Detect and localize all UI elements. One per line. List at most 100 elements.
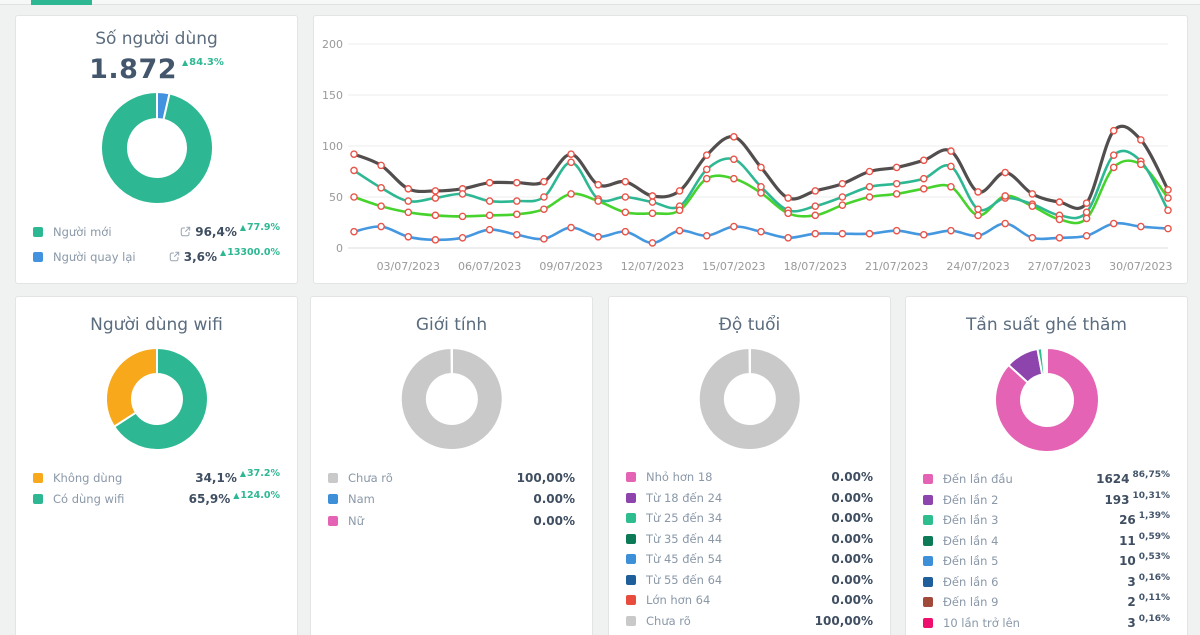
data-point-marker[interactable]: [540, 177, 548, 186]
data-point-marker[interactable]: [1082, 214, 1091, 223]
data-point-marker[interactable]: [974, 188, 982, 196]
data-point-marker[interactable]: [377, 202, 385, 210]
data-point-marker[interactable]: [1055, 233, 1064, 242]
data-point-marker[interactable]: [892, 163, 901, 172]
legend-item[interactable]: Người quay lại 3,6% ▲13300.0%: [16, 244, 297, 269]
legend-item[interactable]: Đến lần 9 2 0,11%: [906, 592, 1187, 613]
data-point-marker[interactable]: [540, 235, 548, 243]
donut-slice[interactable]: [399, 347, 504, 451]
donut-slice[interactable]: [112, 347, 209, 451]
data-point-marker[interactable]: [377, 222, 385, 231]
data-point-marker[interactable]: [865, 229, 874, 238]
data-point-marker[interactable]: [648, 192, 657, 200]
data-point-marker[interactable]: [404, 232, 413, 241]
data-point-marker[interactable]: [594, 232, 603, 241]
legend-item[interactable]: Nữ 0.00%: [311, 510, 592, 532]
data-point-marker[interactable]: [648, 198, 657, 206]
data-point-marker[interactable]: [920, 174, 928, 183]
data-point-marker[interactable]: [730, 222, 738, 231]
legend-item[interactable]: Nhỏ hơn 18 0.00%: [609, 467, 890, 488]
visits-line-chart[interactable]: 0 50 100 150 200 03/07/2023 06/07/2023 09/07/20…: [314, 16, 1187, 283]
data-point-marker[interactable]: [621, 227, 630, 236]
data-point-marker[interactable]: [404, 208, 413, 217]
data-point-marker[interactable]: [1028, 202, 1037, 210]
data-point-marker[interactable]: [702, 174, 711, 183]
data-point-marker[interactable]: [838, 179, 847, 188]
data-point-marker[interactable]: [730, 133, 738, 141]
data-point-marker[interactable]: [485, 225, 494, 234]
data-point-marker[interactable]: [1028, 233, 1037, 242]
legend-item[interactable]: Nam 0.00%: [311, 489, 592, 511]
legend-item[interactable]: Đến lần 6 3 0,16%: [906, 572, 1187, 593]
donut-slice[interactable]: [104, 347, 158, 428]
data-point-marker[interactable]: [974, 205, 982, 214]
data-point-marker[interactable]: [1164, 224, 1172, 233]
data-point-marker[interactable]: [947, 226, 955, 235]
legend-item[interactable]: Lớn hơn 64 0.00%: [609, 590, 890, 611]
legend-item[interactable]: Đến lần 5 10 0,53%: [906, 551, 1187, 572]
data-point-marker[interactable]: [920, 230, 928, 239]
legend-item[interactable]: Chưa rõ 100,00%: [609, 611, 890, 632]
data-point-marker[interactable]: [1082, 231, 1091, 240]
donut-slice[interactable]: [99, 91, 214, 205]
data-point-marker[interactable]: [1164, 194, 1172, 202]
data-point-marker[interactable]: [1055, 198, 1064, 206]
legend-item[interactable]: Từ 45 đến 54 0.00%: [609, 549, 890, 570]
data-point-marker[interactable]: [621, 193, 630, 201]
data-point-marker[interactable]: [1082, 208, 1091, 217]
data-point-marker[interactable]: [512, 197, 521, 205]
legend-item[interactable]: Từ 18 đến 24 0.00%: [609, 488, 890, 509]
data-point-marker[interactable]: [431, 236, 440, 244]
data-point-marker[interactable]: [1001, 219, 1010, 228]
data-point-marker[interactable]: [757, 227, 765, 236]
data-point-marker[interactable]: [431, 194, 440, 202]
data-point-marker[interactable]: [1001, 168, 1010, 177]
data-point-marker[interactable]: [1082, 199, 1091, 207]
data-point-marker[interactable]: [458, 212, 467, 221]
data-point-marker[interactable]: [648, 239, 657, 247]
legend-item[interactable]: Đến lần 2 193 10,31%: [906, 490, 1187, 511]
legend-item[interactable]: Có dùng wifi 65,9% ▲124.0%: [16, 489, 297, 511]
data-point-marker[interactable]: [675, 226, 684, 235]
data-point-marker[interactable]: [350, 227, 358, 236]
legend-item[interactable]: Từ 25 đến 34 0.00%: [609, 508, 890, 529]
frequency-donut-chart[interactable]: [993, 346, 1101, 454]
data-point-marker[interactable]: [540, 205, 548, 214]
data-point-marker[interactable]: [757, 163, 765, 172]
data-point-marker[interactable]: [1137, 222, 1145, 231]
users-donut-chart[interactable]: [99, 90, 215, 206]
legend-item[interactable]: Không dùng 34,1% ▲37.2%: [16, 467, 297, 489]
legend-item[interactable]: Chưa rõ 100,00%: [311, 467, 592, 489]
data-point-marker[interactable]: [350, 166, 358, 175]
data-point-marker[interactable]: [784, 194, 792, 202]
legend-item[interactable]: Từ 35 đến 44 0.00%: [609, 529, 890, 550]
data-point-marker[interactable]: [675, 206, 684, 215]
data-point-marker[interactable]: [1109, 151, 1118, 159]
data-point-marker[interactable]: [947, 147, 955, 155]
data-point-marker[interactable]: [757, 182, 765, 191]
data-point-marker[interactable]: [838, 201, 847, 209]
data-point-marker[interactable]: [838, 193, 847, 201]
data-point-marker[interactable]: [865, 167, 874, 176]
data-point-marker[interactable]: [594, 197, 603, 205]
data-point-marker[interactable]: [1164, 186, 1172, 194]
legend-item[interactable]: Đến lần 3 26 1,39%: [906, 510, 1187, 531]
data-point-marker[interactable]: [838, 229, 847, 238]
data-point-marker[interactable]: [1137, 160, 1145, 169]
data-point-marker[interactable]: [350, 193, 358, 201]
data-point-marker[interactable]: [947, 162, 955, 171]
data-point-marker[interactable]: [865, 182, 874, 191]
data-point-marker[interactable]: [485, 178, 494, 187]
data-point-marker[interactable]: [350, 150, 358, 158]
data-point-marker[interactable]: [974, 211, 982, 220]
data-point-marker[interactable]: [702, 231, 711, 240]
data-point-marker[interactable]: [1055, 215, 1064, 224]
legend-item[interactable]: Từ 55 đến 64 0.00%: [609, 570, 890, 591]
data-point-marker[interactable]: [811, 202, 820, 210]
data-point-marker[interactable]: [784, 209, 792, 218]
data-point-marker[interactable]: [648, 209, 657, 218]
data-point-marker[interactable]: [594, 180, 603, 189]
data-point-marker[interactable]: [431, 211, 440, 220]
data-point-marker[interactable]: [540, 193, 548, 201]
data-point-marker[interactable]: [974, 231, 982, 240]
